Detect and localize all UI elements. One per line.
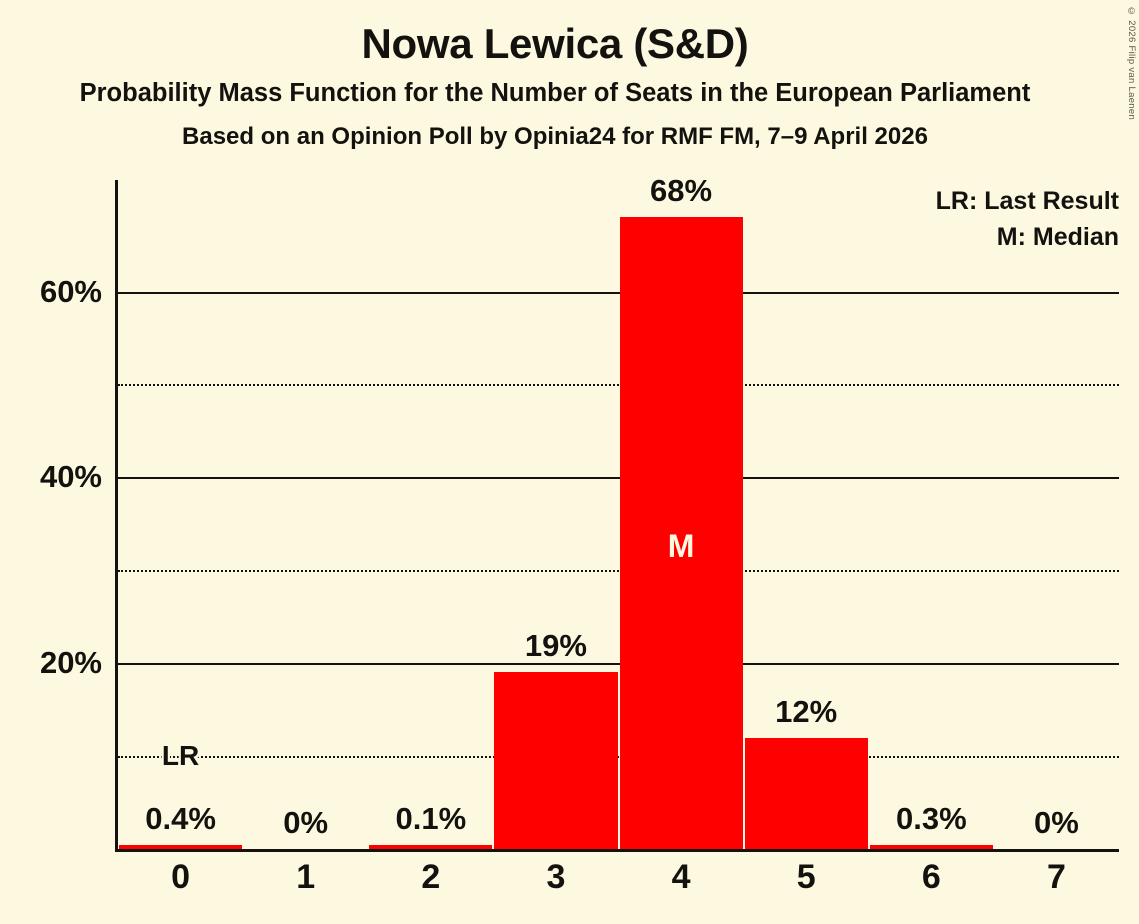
- chart-subtitle-secondary: Based on an Opinion Poll by Opinia24 for…: [182, 122, 928, 150]
- x-axis-line: [115, 849, 1119, 852]
- bar-seats-4[interactable]: [619, 217, 743, 849]
- y-tick-label-60: 60%: [39, 273, 102, 309]
- bar-value-label-6: 0.3%: [895, 801, 967, 836]
- legend-entry-median: M: Median: [996, 223, 1119, 251]
- bar-value-label-7: 0%: [1034, 805, 1079, 840]
- chart-title: Nowa Lewica (S&D): [361, 20, 749, 67]
- x-tick-label-2: 2: [421, 858, 441, 896]
- y-axis-line: [115, 180, 118, 849]
- bar-seats-6[interactable]: [869, 845, 993, 849]
- last-result-marker: LR: [161, 740, 200, 772]
- x-tick-label-3: 3: [546, 858, 566, 896]
- title-block: Nowa Lewica (S&D) Probability Mass Funct…: [0, 0, 1110, 149]
- bar-value-label-2: 0.1%: [395, 801, 467, 836]
- bar-value-label-4: 68%: [650, 173, 713, 209]
- y-tick-label-20: 20%: [39, 645, 102, 681]
- gridline-major-40: [118, 477, 1119, 480]
- bar-seats-0[interactable]: [119, 845, 243, 849]
- x-tick-label-5: 5: [796, 858, 816, 896]
- legend-entry-last-result: LR: Last Result: [935, 187, 1119, 215]
- bar-seats-3[interactable]: [494, 672, 618, 849]
- bar-value-label-0: 0.4%: [145, 801, 216, 836]
- copyright-notice: © 2026 Filip van Laenen: [1126, 6, 1137, 121]
- bar-value-label-5: 12%: [775, 693, 838, 729]
- x-tick-label-7: 7: [1046, 858, 1066, 896]
- bar-seats-2[interactable]: [369, 845, 493, 849]
- gridline-major-20: [118, 663, 1119, 666]
- bar-value-label-1: 0%: [283, 805, 329, 840]
- plot-area: [115, 180, 1119, 852]
- chart-subtitle-primary: Probability Mass Function for the Number…: [79, 79, 1031, 108]
- x-tick-label-0: 0: [171, 858, 191, 896]
- bar-value-label-3: 19%: [524, 628, 587, 664]
- gridline-major-60: [118, 291, 1119, 294]
- x-tick-label-6: 6: [921, 858, 941, 896]
- chart-legend: LR: Last Result M: Median: [936, 183, 1119, 255]
- bar-seats-5[interactable]: [744, 737, 868, 849]
- median-marker: M: [667, 528, 695, 564]
- x-tick-label-1: 1: [296, 858, 316, 896]
- y-tick-label-40: 40%: [39, 459, 102, 495]
- gridline-minor-10: [118, 756, 1119, 759]
- x-tick-label-4: 4: [671, 858, 691, 896]
- gridline-minor-30: [118, 570, 1119, 573]
- gridline-minor-50: [118, 384, 1119, 387]
